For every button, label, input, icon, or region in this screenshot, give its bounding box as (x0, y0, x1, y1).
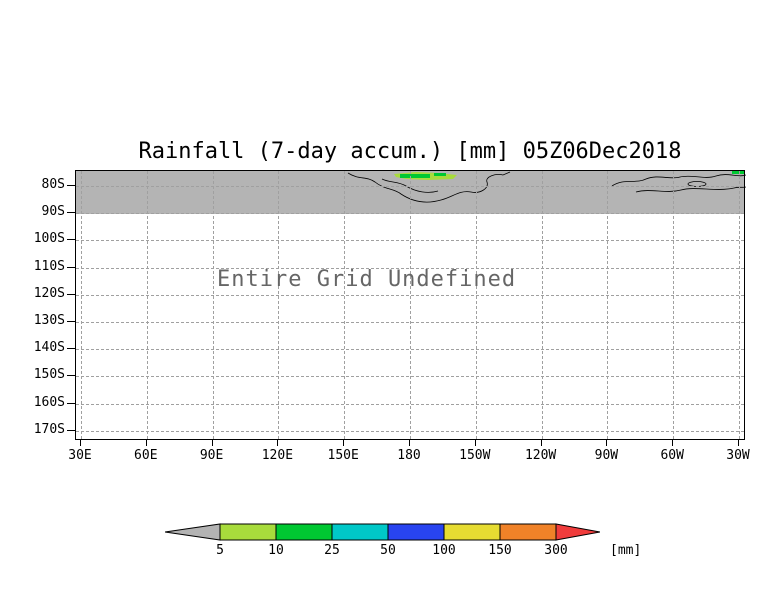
lon-tick (80, 440, 81, 446)
coastline-map (347, 171, 746, 203)
rainfall-patch-green (400, 174, 430, 178)
lon-tick-label: 30E (68, 448, 92, 463)
colorbar-arrow-left (164, 523, 221, 541)
lat-tick-label: 140S (33, 340, 65, 356)
rainfall-patch-green (732, 171, 744, 174)
undefined-annotation: Entire Grid Undefined (217, 267, 517, 292)
lon-tick-label: 180 (397, 448, 421, 463)
colorbar-value-label: 5 (216, 543, 224, 558)
lon-tick (738, 440, 739, 446)
lon-gridline (739, 171, 740, 439)
lon-tick-label: 60W (660, 448, 684, 463)
lat-tick (67, 348, 75, 350)
lon-tick (409, 440, 410, 446)
plot-area: Entire Grid Undefined (75, 170, 746, 440)
lon-tick (474, 440, 476, 446)
lat-tick-label: 120S (33, 285, 65, 301)
lon-gridline (81, 171, 82, 439)
lat-tick-label: 130S (33, 313, 65, 328)
lon-gridline (344, 171, 346, 439)
lat-tick-label: 170S (33, 421, 65, 437)
lon-tick-label: 30W (726, 448, 750, 463)
colorbar-unit-label: [mm] (610, 543, 642, 558)
lon-tick-label: 90E (199, 448, 224, 463)
lon-gridline (475, 171, 477, 439)
lon-gridline (278, 171, 280, 439)
lon-gridline (410, 171, 411, 439)
colorbar-arrow-right (555, 523, 601, 541)
lon-gridline (541, 171, 543, 439)
colorbar-value-label: 300 (544, 543, 568, 558)
lat-tick (67, 185, 75, 186)
lat-tick-label: 150S (33, 367, 65, 383)
lat-tick (67, 402, 75, 404)
colorbar-value-label: 100 (432, 543, 456, 558)
lat-tick-label: 110S (33, 258, 65, 274)
colorbar-value-label: 10 (268, 543, 284, 558)
colorbar-swatch (331, 523, 389, 541)
lon-tick (606, 440, 608, 446)
rainfall-patch-green (434, 173, 446, 176)
lon-tick-label: 120W (524, 448, 557, 463)
colorbar-swatch (387, 523, 445, 541)
lon-tick-label: 60E (134, 448, 158, 463)
coastline-path (347, 171, 511, 203)
lon-tick (145, 440, 147, 446)
lon-tick (540, 440, 542, 446)
lon-tick-label: 150E (327, 448, 359, 463)
lat-tick-label: 160S (33, 394, 65, 410)
lat-tick (67, 266, 75, 268)
lon-tick-label: 90W (594, 448, 619, 463)
colorbar-swatch (219, 523, 277, 541)
lon-tick-label: 120E (261, 448, 294, 463)
colorbar-swatch (499, 523, 557, 541)
lon-gridline (673, 171, 675, 439)
colorbar-value-label: 150 (488, 543, 512, 558)
lat-tick (67, 293, 75, 295)
lon-gridline (146, 171, 148, 439)
colorbar-value-label: 25 (324, 543, 340, 558)
lat-tick (67, 321, 75, 322)
colorbar-swatch (275, 523, 333, 541)
lon-tick (277, 440, 279, 446)
lat-tick-label: 100S (33, 231, 65, 247)
chart-title: Rainfall (7-day accum.) [mm] 05Z06Dec201… (138, 139, 682, 164)
colorbar-swatch (443, 523, 501, 541)
lat-tick-label: 80S (41, 177, 65, 192)
coastline-path (635, 186, 746, 193)
lon-tick-label: 150W (459, 448, 491, 463)
lon-tick (211, 440, 213, 446)
colorbar: [mm] 5 10 25 50 100 150 300 (164, 523, 665, 565)
lon-gridline (607, 171, 609, 439)
colorbar-value-label: 50 (380, 543, 396, 558)
colorbar-swatches (164, 523, 601, 541)
lat-tick (67, 429, 75, 431)
coastline-path (611, 174, 746, 187)
lat-tick-label: 90S (41, 204, 65, 220)
lon-gridline (212, 171, 214, 439)
lat-tick (67, 239, 75, 241)
lon-tick (343, 440, 345, 446)
lat-tick (67, 212, 75, 214)
lat-tick (67, 375, 75, 377)
lon-tick (672, 440, 674, 446)
